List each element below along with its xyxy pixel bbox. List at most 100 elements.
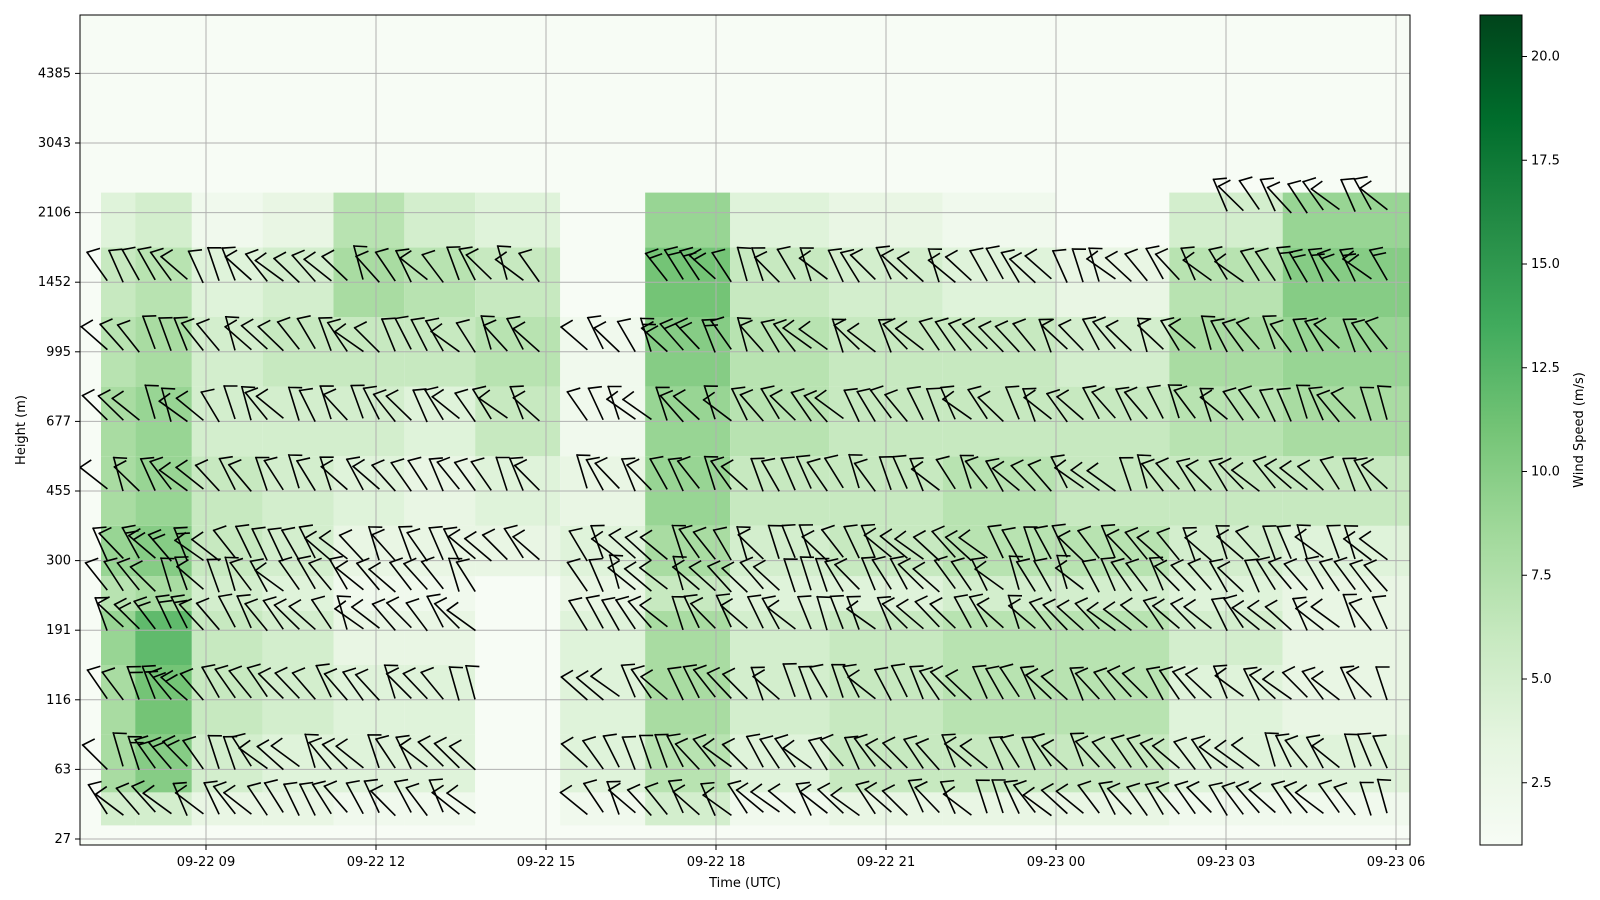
wind-barb — [295, 457, 316, 492]
wind-barb — [1294, 528, 1324, 559]
wind-barb — [508, 456, 524, 491]
wind-barb — [249, 558, 268, 593]
wind-barb — [1262, 525, 1277, 560]
wind-barb — [319, 385, 334, 420]
colorbar-tick-label: 7.5 — [1531, 568, 1552, 583]
wind-barb — [1105, 319, 1132, 352]
wind-barb — [355, 557, 380, 591]
colorbar-tick-label: 20.0 — [1531, 50, 1560, 65]
wind-barb — [80, 319, 108, 351]
wind-barb — [760, 318, 780, 353]
wind-barb — [1276, 387, 1292, 422]
speed-cell — [191, 525, 263, 577]
wind-barb — [929, 665, 956, 698]
wind-barb — [1183, 598, 1212, 630]
wind-barb — [782, 739, 812, 770]
y-tick-label: 116 — [46, 693, 71, 708]
wind-barb — [1214, 667, 1244, 697]
wind-barb — [84, 557, 108, 591]
wind-barb — [706, 666, 732, 700]
wind-barb — [509, 385, 524, 420]
wind-barb — [674, 737, 700, 770]
wind-barb — [1182, 526, 1197, 562]
wind-barb — [1359, 781, 1374, 816]
wind-barb — [274, 666, 300, 699]
wind-barb — [1008, 555, 1023, 590]
wind-barb — [1281, 665, 1308, 698]
wind-barb — [1371, 595, 1388, 630]
wind-barb — [113, 597, 140, 630]
wind-barb — [1353, 175, 1372, 210]
wind-barb — [1171, 665, 1196, 699]
wind-barb — [1358, 530, 1388, 561]
wind-barb — [424, 317, 444, 352]
wind-barb — [896, 251, 924, 283]
speed-cell — [730, 192, 830, 248]
wind-barb — [1333, 556, 1356, 591]
wind-barb — [351, 458, 380, 490]
wind-barb — [769, 388, 796, 421]
wind-barb — [1199, 389, 1228, 420]
wind-barb — [103, 557, 124, 592]
wind-barb — [321, 249, 348, 282]
wind-barb — [446, 246, 461, 281]
wind-barb — [967, 385, 988, 420]
wind-barb — [846, 322, 876, 353]
wind-barb — [1319, 455, 1340, 490]
wind-barb — [158, 461, 188, 492]
wind-barb — [517, 248, 540, 283]
wind-barb — [336, 595, 352, 630]
wind-barb — [190, 531, 220, 562]
y-tick-label: 995 — [46, 345, 71, 360]
speed-cell — [262, 192, 334, 248]
speed-cell — [333, 734, 405, 793]
wind-barb — [839, 248, 860, 283]
wind-barb — [860, 523, 876, 559]
wind-barb — [1114, 386, 1132, 421]
wind-barb — [568, 527, 588, 562]
wind-barb — [999, 734, 1020, 768]
wind-barb — [203, 780, 220, 815]
wind-barb — [503, 524, 524, 559]
wind-barb — [878, 455, 894, 491]
wind-barb — [1376, 778, 1392, 814]
wind-barb — [1024, 667, 1052, 700]
wind-barb — [711, 248, 732, 283]
wind-barb — [906, 385, 924, 421]
wind-barb — [1364, 316, 1388, 350]
wind-barb — [895, 598, 924, 630]
wind-barb — [994, 320, 1020, 353]
wind-barb — [244, 387, 268, 421]
wind-barb — [1123, 386, 1148, 420]
wind-barb — [1318, 557, 1340, 592]
wind-barb — [843, 387, 860, 423]
wind-barb — [1182, 251, 1212, 282]
wind-barb — [1353, 457, 1372, 492]
wind-barb — [639, 669, 668, 701]
wind-barb — [1053, 459, 1084, 489]
speed-cell — [560, 192, 646, 248]
speed-cell — [475, 192, 561, 248]
wind-barb — [394, 248, 412, 283]
wind-barb — [1153, 559, 1180, 592]
wind-barb — [512, 390, 540, 422]
wind-barb — [229, 557, 252, 591]
colorbar-tick-label: 17.5 — [1531, 153, 1560, 168]
wind-barb — [799, 246, 814, 282]
wind-barb — [892, 454, 908, 489]
wind-barb — [410, 316, 428, 352]
wind-barb — [273, 598, 300, 630]
wind-barb — [218, 455, 236, 491]
wind-barb — [944, 529, 972, 562]
wind-barb — [830, 786, 860, 817]
y-tick-label: 2106 — [38, 206, 71, 221]
wind-barb — [1040, 318, 1068, 350]
wind-barb — [328, 555, 348, 590]
wind-barb — [228, 665, 252, 699]
wind-barb — [760, 457, 780, 492]
wind-barb — [559, 319, 588, 351]
wind-barb — [97, 389, 124, 421]
wind-barb — [240, 385, 256, 421]
wind-barb — [594, 456, 620, 490]
wind-barb — [873, 666, 892, 701]
